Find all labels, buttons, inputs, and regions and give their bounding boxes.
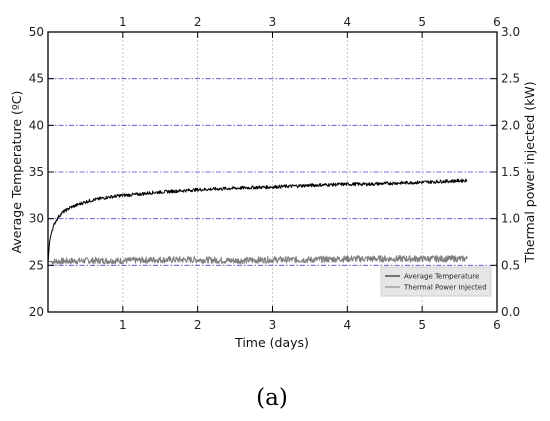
x-axis-label: Time (days) (234, 335, 309, 350)
x-tick-label-top-4: 5 (418, 15, 426, 29)
y-tick-label-left-3: 35 (29, 165, 44, 179)
x-tick-label-top-2: 3 (269, 15, 277, 29)
y-tick-label-right-3: 1.5 (501, 165, 520, 179)
x-tick-label-bottom-3: 4 (344, 318, 352, 332)
legend-label-average-temperature: Average Temperature (404, 273, 479, 281)
x-tick-label-bottom-4: 5 (418, 318, 426, 332)
y-tick-label-left-6: 50 (29, 25, 44, 39)
y-tick-label-left-5: 45 (29, 72, 44, 86)
legend-label-thermal-power-injected: Thermal Power Injected (403, 284, 487, 292)
x-tick-label-bottom-2: 3 (269, 318, 277, 332)
y-tick-label-right-4: 2.0 (501, 118, 520, 132)
y-tick-label-right-0: 0.0 (501, 305, 520, 319)
x-tick-label-bottom-1: 2 (194, 318, 202, 332)
y-axis-left-label: Average Temperature (ºC) (9, 91, 24, 254)
y-tick-label-right-5: 2.5 (501, 72, 520, 86)
x-tick-label-top-5: 6 (493, 15, 501, 29)
tick-labels: 112233445566202530354045500.00.51.01.52.… (29, 15, 520, 332)
x-tick-label-top-0: 1 (119, 15, 127, 29)
series-line-thermal-power-injected (47, 255, 468, 265)
y-tick-label-left-2: 30 (29, 212, 44, 226)
series-line-average-temperature (47, 178, 468, 264)
y-tick-label-right-6: 3.0 (501, 25, 520, 39)
ticks (48, 31, 498, 313)
series-layer (47, 178, 468, 265)
x-tick-label-bottom-5: 6 (493, 318, 501, 332)
legend-box (380, 266, 492, 297)
y-tick-label-left-1: 25 (29, 258, 44, 272)
y-tick-label-left-4: 40 (29, 118, 44, 132)
x-tick-label-bottom-0: 1 (119, 318, 127, 332)
grid (48, 32, 497, 312)
y-tick-label-right-1: 0.5 (501, 258, 520, 272)
legend: Average Temperature Thermal Power Inject… (380, 266, 492, 297)
y-tick-label-right-2: 1.0 (501, 212, 520, 226)
y-axis-right-label: Thermal power injected (kW) (522, 81, 537, 263)
figure-caption: (a) (256, 385, 288, 411)
x-tick-label-top-1: 2 (194, 15, 202, 29)
x-tick-label-top-3: 4 (344, 15, 352, 29)
y-tick-label-left-0: 20 (29, 305, 44, 319)
